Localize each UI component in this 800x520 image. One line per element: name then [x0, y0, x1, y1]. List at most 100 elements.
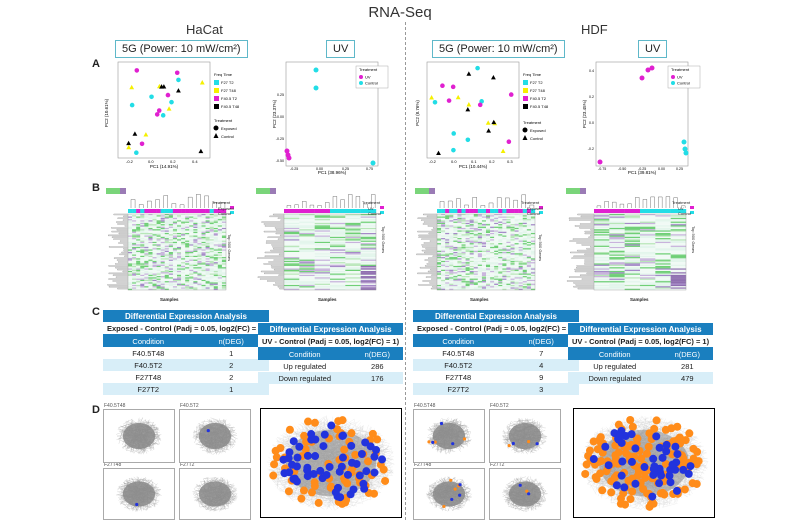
treatment-bar: [128, 209, 227, 213]
legend-entry: F40.5 T2: [221, 96, 238, 101]
network-node-up: [340, 445, 349, 454]
network-node-down: [338, 453, 347, 462]
network-node-down: [458, 493, 462, 497]
network-node-up: [611, 451, 620, 460]
legend-entry: F40.5 T2: [530, 96, 547, 101]
data-point-control: [466, 71, 472, 76]
data-point-uv: [645, 67, 651, 73]
shape-legend-title: Treatment: [523, 120, 542, 125]
legend-swatch: [380, 206, 384, 209]
network-node-down: [378, 455, 387, 464]
network-node-down: [349, 485, 358, 494]
network-node-down: [631, 479, 640, 488]
network-node-down: [338, 431, 347, 440]
network-node-down: [649, 470, 658, 479]
deg-table-hacat-5g: Differential Expression Analysis Exposed…: [103, 310, 269, 395]
data-point-control: [370, 160, 376, 166]
y-axis-label: PC2 (10.61%): [104, 98, 109, 127]
network-node-up: [307, 488, 316, 497]
network-node-down: [679, 465, 688, 474]
table-cell: Down regulated: [258, 372, 352, 384]
legend: Treatment UV Control: [667, 65, 701, 89]
network-node-up: [688, 479, 697, 488]
table-cell: F40.5T2: [413, 359, 504, 371]
network-node-down: [649, 465, 658, 474]
heatmap-samples-label: Samples: [160, 297, 179, 302]
network-node-up: [592, 474, 601, 483]
data-point-exposed: [129, 102, 135, 108]
x-axis-label: PC1 (10.44%): [459, 164, 488, 169]
deg-table-subtitle: Exposed - Control (Padj = 0.05, log2(FC)…: [103, 322, 269, 335]
network-hdf-uv: [573, 408, 715, 518]
network-hacat-f40-5t2: [179, 409, 251, 463]
network-node-down: [320, 430, 329, 439]
network-node-down: [316, 466, 325, 475]
network-hacat-uv: [260, 408, 402, 518]
network-node-down: [518, 483, 522, 487]
legend-shape-circle: [213, 125, 219, 131]
network-node-down: [439, 421, 444, 426]
legend-entry: UV: [365, 75, 371, 80]
network-node-up: [301, 445, 310, 454]
data-point-control: [143, 132, 149, 137]
color-key: [566, 188, 580, 194]
heatmap-samples-label: Samples: [630, 297, 649, 302]
network-label: F27T2: [180, 462, 195, 468]
network-node-up: [685, 429, 694, 438]
data-point-exposed: [475, 65, 480, 71]
x-tick: 0.4: [192, 159, 198, 164]
network-node-down: [303, 451, 312, 460]
legend-entry: Control: [221, 134, 234, 139]
column-header: Condition: [103, 334, 194, 347]
network-node-up: [449, 478, 453, 482]
network-node-down: [666, 478, 675, 487]
network-hdf-f40-5t48: [413, 409, 485, 463]
row-label-b: B: [92, 182, 100, 194]
network-node-up: [649, 499, 658, 508]
legend-shape-triangle: [213, 133, 219, 138]
network-node-up: [689, 454, 698, 463]
legend-swatch: [671, 75, 675, 79]
network-node-up: [381, 476, 390, 485]
network-hacat-f27t2: [179, 468, 251, 520]
network-node-down: [604, 461, 613, 470]
x-tick: 0.25: [676, 167, 683, 171]
table-cell: 1: [229, 348, 234, 358]
y-tick: -0.25: [276, 137, 284, 141]
column-dendrogram: [596, 196, 686, 208]
column-header: Condition: [568, 347, 662, 360]
data-point-uv: [639, 75, 645, 81]
network-node-up: [679, 454, 688, 463]
column-header: n(DEG): [193, 334, 269, 347]
network-node-down: [289, 474, 298, 483]
network-node-up: [276, 443, 285, 452]
network-node-up: [661, 459, 670, 468]
x-axis-label: PC1 (38.96%): [318, 170, 347, 175]
data-point-exposed: [450, 84, 456, 90]
x-tick: -0.50: [618, 167, 626, 171]
heatmap-treatment-title: Treatment: [521, 200, 540, 205]
network-node-up: [326, 483, 335, 492]
network-node-up: [284, 487, 293, 496]
network-node-down: [284, 454, 293, 463]
data-point-exposed: [169, 99, 174, 105]
heatmap-treatment-title: Treatment: [212, 200, 231, 205]
network-node-down: [303, 466, 312, 475]
network-node-up: [351, 450, 360, 459]
x-tick: -0.75: [598, 167, 606, 171]
y-tick: 0.0: [589, 121, 594, 125]
network-hdf-f27t48: [413, 468, 485, 520]
y-tick: 0.00: [277, 115, 284, 119]
legend-swatch: [523, 104, 528, 109]
table-cell: 2: [229, 372, 234, 382]
data-point-control: [486, 128, 492, 133]
heatmap-genes-label: Top 500 Genes: [538, 234, 543, 262]
legend-swatch: [690, 206, 694, 209]
network-node-up: [661, 425, 670, 434]
data-point-control: [126, 140, 131, 146]
data-point-exposed: [174, 70, 180, 76]
network-node-up: [297, 494, 306, 503]
table-cell: F27T2: [413, 383, 504, 395]
network-node-down: [655, 443, 664, 452]
network-node-up: [507, 444, 511, 448]
